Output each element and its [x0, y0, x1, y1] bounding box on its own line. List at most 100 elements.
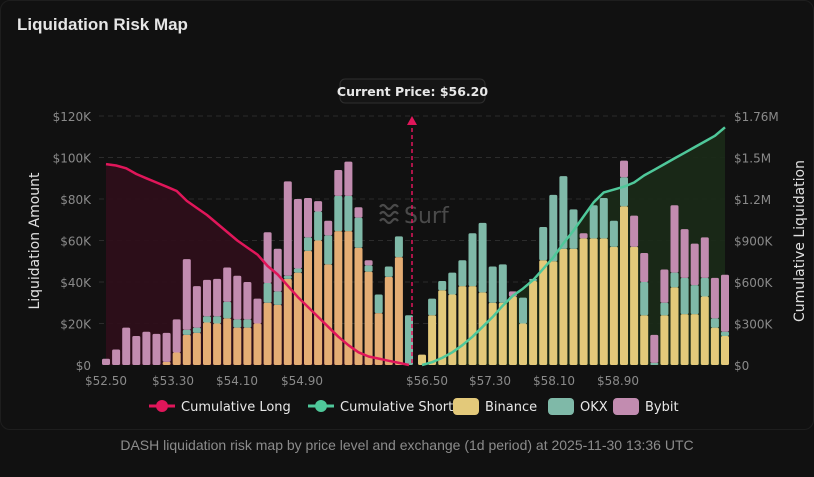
- bar-bybit: [263, 232, 272, 284]
- bar-binance: [468, 286, 477, 365]
- bar-binance: [519, 323, 527, 365]
- bar-okx: [438, 280, 447, 291]
- bar-okx: [488, 266, 497, 303]
- bar-bybit: [122, 327, 131, 365]
- bar-okx: [620, 177, 628, 207]
- bar-bybit: [253, 298, 262, 324]
- bar-bybit: [203, 279, 211, 317]
- bar-okx: [660, 302, 669, 316]
- bar-binance: [710, 327, 719, 365]
- x-tick-label: $52.50: [85, 374, 127, 388]
- bar-okx: [243, 319, 252, 328]
- bar-okx: [498, 264, 507, 303]
- bar-binance: [438, 290, 447, 365]
- bar-okx: [559, 176, 568, 249]
- legend-marker-icon: [156, 400, 168, 412]
- legend-item[interactable]: Binance: [453, 398, 537, 415]
- bar-bybit: [172, 319, 181, 353]
- bar-bybit: [233, 275, 242, 320]
- bar-bybit: [192, 286, 201, 328]
- y-tick-label: $100K: [53, 152, 93, 166]
- bar-bybit: [102, 358, 110, 365]
- cumulative-short-line: [421, 126, 726, 367]
- bar-bybit: [273, 248, 282, 292]
- bar-binance: [690, 314, 699, 365]
- bar-binance: [721, 335, 729, 365]
- x-tick-label: $53.30: [152, 374, 194, 388]
- bar-bybit: [721, 274, 729, 332]
- watermark-text: Surf: [404, 204, 450, 229]
- bar-bybit: [293, 199, 302, 269]
- bar-okx: [203, 316, 211, 323]
- bar-bybit: [640, 252, 649, 282]
- bar-binance: [680, 314, 689, 365]
- bar-binance: [579, 238, 588, 365]
- legend-swatch-icon: [453, 398, 479, 415]
- bar-okx: [428, 298, 437, 316]
- bar-bybit: [334, 169, 343, 196]
- bar-binance: [549, 261, 558, 365]
- bar-bybit: [243, 282, 252, 320]
- bar-binance: [253, 323, 262, 365]
- legend-swatch-icon: [548, 398, 574, 415]
- bar-binance: [620, 206, 628, 365]
- bar-okx: [293, 268, 302, 273]
- bar-binance: [334, 231, 343, 365]
- current-price-marker: Current Price: $56.20: [337, 78, 488, 365]
- legend-item[interactable]: Bybit: [613, 398, 679, 415]
- y2-tick-label: $1.76M: [734, 110, 779, 124]
- y2-tick-label: $600K: [734, 276, 774, 290]
- legend-swatch-icon: [613, 398, 639, 415]
- chart-title: Liquidation Risk Map: [17, 15, 188, 34]
- legend-item[interactable]: Cumulative Short: [308, 400, 453, 415]
- bar-binance: [293, 272, 302, 365]
- bar-binance: [394, 257, 403, 365]
- bar-okx: [334, 195, 343, 232]
- bar-okx: [283, 275, 292, 279]
- legend-item[interactable]: Cumulative Long: [149, 400, 291, 415]
- bar-okx: [314, 211, 323, 241]
- bar-okx: [478, 222, 487, 293]
- bar-bybit: [620, 160, 628, 178]
- bar-binance: [314, 240, 323, 365]
- bar-bybit: [132, 335, 141, 365]
- surf-logo-icon: [379, 203, 399, 225]
- bar-bybit: [579, 233, 588, 239]
- bar-bybit: [283, 181, 292, 276]
- legend: Cumulative Long Cumulative Short Binance OK…: [149, 398, 679, 415]
- bar-binance: [700, 296, 709, 365]
- bar-binance: [203, 322, 211, 365]
- bar-binance: [374, 313, 383, 365]
- bar-binance: [609, 246, 618, 365]
- bar-okx: [223, 301, 232, 319]
- bar-binance: [263, 302, 272, 365]
- x-tick-label: $56.50: [406, 374, 448, 388]
- bar-binance: [162, 361, 171, 365]
- bar-binance: [344, 231, 353, 365]
- legend-marker-icon: [315, 400, 327, 412]
- bar-binance: [478, 292, 487, 365]
- bar-binance: [660, 315, 669, 365]
- legend-label: Cumulative Short: [340, 400, 453, 415]
- bar-binance: [384, 276, 393, 365]
- bar-okx: [304, 237, 312, 251]
- bar-okx: [650, 362, 659, 365]
- bar-bybit: [354, 207, 363, 218]
- cumulative-long-area: [106, 164, 409, 365]
- x-tick-label: $57.30: [469, 374, 511, 388]
- bar-binance: [559, 248, 568, 365]
- bar-okx: [384, 266, 393, 277]
- bar-binance: [670, 287, 679, 365]
- bar-okx: [324, 235, 333, 265]
- bar-binance: [458, 286, 467, 365]
- liquidation-chart: $0 $20K $40K $60K $80K $100K $120K $0 $300K $600K…: [27, 78, 808, 415]
- bar-okx: [680, 277, 689, 315]
- bar-binance: [589, 238, 598, 365]
- bar-bybit: [324, 220, 333, 236]
- bar-okx: [589, 205, 598, 239]
- x-tick-label: $58.10: [533, 374, 575, 388]
- bar-bybit: [304, 197, 312, 238]
- bar-okx: [374, 294, 383, 314]
- bar-okx: [263, 283, 272, 303]
- legend-item[interactable]: OKX: [548, 398, 608, 415]
